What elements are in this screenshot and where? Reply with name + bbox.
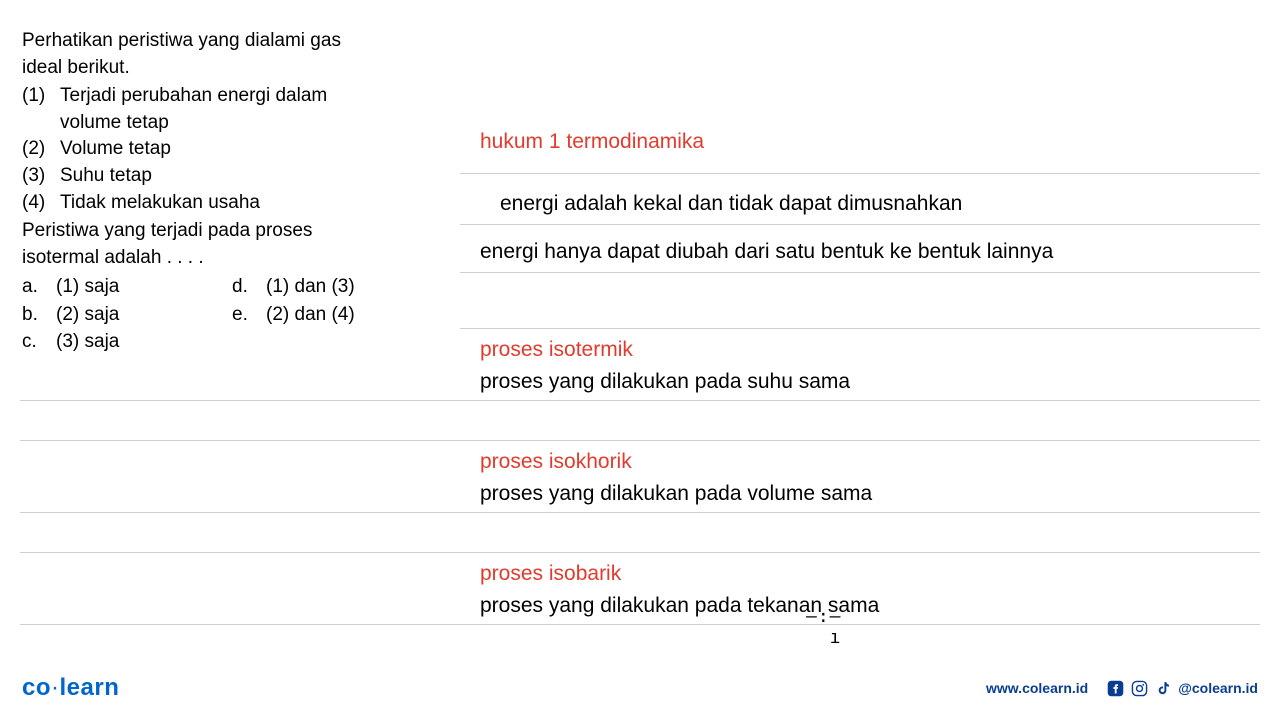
footer-right: www.colearn.id @colearn.id: [986, 679, 1258, 697]
note-line: energi hanya dapat diubah dari satu bent…: [480, 240, 1053, 264]
question-prompt: Peristiwa yang terjadi pada proses isote…: [22, 218, 442, 271]
option-e: e. (2) dan (4): [232, 301, 442, 329]
note-line: proses yang dilakukan pada suhu sama: [480, 370, 850, 394]
list-item: (3) Suhu tetap: [22, 163, 442, 190]
instagram-icon[interactable]: [1130, 679, 1148, 697]
list-item: (2) Volume tetap: [22, 136, 442, 163]
rule-line: [20, 440, 1260, 441]
social-handle[interactable]: @colearn.id: [1178, 680, 1258, 696]
list-num: (1): [22, 83, 60, 136]
rule-line: [460, 328, 1260, 329]
options-left: a. (1) saja b. (2) saja c. (3) saja: [22, 273, 232, 356]
option-b: b. (2) saja: [22, 301, 232, 329]
footer: co·learn www.colearn.id @colearn.id: [0, 668, 1280, 708]
list-text: Suhu tetap: [60, 163, 442, 190]
rule-line: [460, 173, 1260, 174]
footer-url[interactable]: www.colearn.id: [986, 680, 1088, 696]
option-d: d. (1) dan (3): [232, 273, 442, 301]
question-intro-line2: ideal berikut.: [22, 55, 442, 82]
heading-hukum: hukum 1 termodinamika: [480, 130, 704, 154]
options: a. (1) saja b. (2) saja c. (3) saja d. (…: [22, 273, 442, 356]
option-a: a. (1) saja: [22, 273, 232, 301]
heading-isobarik: proses isobarik: [480, 562, 621, 586]
options-right: d. (1) dan (3) e. (2) dan (4): [232, 273, 442, 356]
list-text: Terjadi perubahan energi dalam volume te…: [60, 83, 442, 136]
rule-line: [20, 400, 1260, 401]
logo-dot: ·: [51, 674, 60, 701]
heading-isotermik: proses isotermik: [480, 338, 633, 362]
list-item: (1) Terjadi perubahan energi dalam volum…: [22, 83, 442, 136]
question-list: (1) Terjadi perubahan energi dalam volum…: [22, 83, 442, 216]
cursor-indicator: –:– ı: [806, 606, 842, 648]
question-block: Perhatikan peristiwa yang dialami gas id…: [22, 28, 442, 356]
list-num: (4): [22, 190, 60, 217]
question-intro-line1: Perhatikan peristiwa yang dialami gas: [22, 28, 442, 55]
logo: co·learn: [22, 674, 119, 702]
logo-co: co: [22, 674, 51, 701]
list-text: Volume tetap: [60, 136, 442, 163]
note-line: energi adalah kekal dan tidak dapat dimu…: [500, 192, 962, 216]
social-group: @colearn.id: [1106, 679, 1258, 697]
facebook-icon[interactable]: [1106, 679, 1124, 697]
tiktok-icon[interactable]: [1154, 679, 1172, 697]
question-intro: Perhatikan peristiwa yang dialami gas id…: [22, 28, 442, 81]
logo-learn: learn: [60, 674, 120, 701]
rule-line: [460, 224, 1260, 225]
rule-line: [20, 624, 1260, 625]
list-num: (2): [22, 136, 60, 163]
list-item: (4) Tidak melakukan usaha: [22, 190, 442, 217]
option-c: c. (3) saja: [22, 328, 232, 356]
list-num: (3): [22, 163, 60, 190]
rule-line: [20, 552, 1260, 553]
list-text: Tidak melakukan usaha: [60, 190, 442, 217]
heading-isokhorik: proses isokhorik: [480, 450, 632, 474]
rule-line: [460, 272, 1260, 273]
rule-line: [20, 512, 1260, 513]
note-line: proses yang dilakukan pada volume sama: [480, 482, 872, 506]
